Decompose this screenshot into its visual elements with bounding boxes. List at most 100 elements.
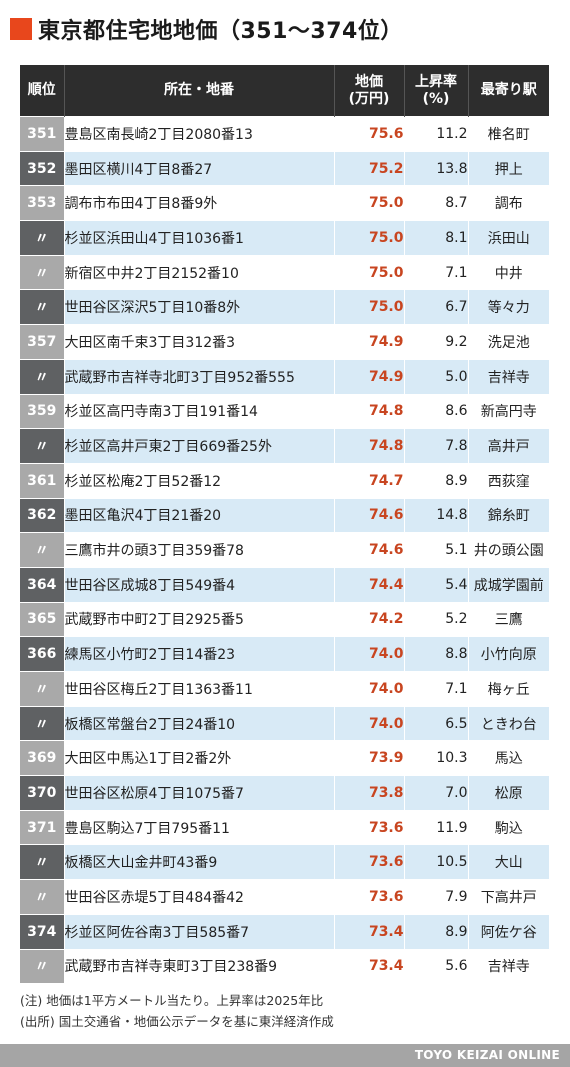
address-cell: 墨田区亀沢4丁目21番20	[63, 497, 334, 533]
rate-cell: 7.1	[403, 254, 468, 290]
header-rank: 順位	[20, 65, 64, 117]
header-rate-line1: 上昇率	[415, 73, 457, 90]
table-row: 351 豊島区南長崎2丁目2080番13 75.6 11.2 椎名町	[20, 116, 549, 152]
rank-cell: 〃	[20, 879, 64, 915]
price-cell: 74.6	[333, 497, 404, 533]
station-cell: 駒込	[467, 809, 549, 845]
price-cell: 73.6	[333, 879, 404, 915]
address-cell: 世田谷区深沢5丁目10番8外	[63, 289, 334, 325]
address-cell: 武蔵野市吉祥寺東町3丁目238番9	[63, 948, 334, 984]
price-cell: 73.6	[333, 844, 404, 880]
price-cell: 74.2	[333, 601, 404, 637]
rank-cell: 〃	[20, 220, 64, 256]
rank-cell: 〃	[20, 254, 64, 290]
rate-cell: 10.5	[403, 844, 468, 880]
station-cell: 椎名町	[467, 116, 549, 152]
address-cell: 世田谷区赤堤5丁目484番42	[63, 879, 334, 915]
header-station: 最寄り駅	[467, 65, 549, 117]
rate-cell: 5.2	[403, 601, 468, 637]
rank-cell: 365	[20, 601, 64, 637]
address-cell: 三鷹市井の頭3丁目359番78	[63, 532, 334, 568]
header-price: 地価 (万円)	[333, 65, 404, 117]
rate-cell: 7.9	[403, 879, 468, 915]
rate-cell: 14.8	[403, 497, 468, 533]
station-cell: 下高井戸	[467, 879, 549, 915]
station-cell: 洗足池	[467, 324, 549, 360]
address-cell: 墨田区横川4丁目8番27	[63, 150, 334, 186]
table-row: 365 武蔵野市中町2丁目2925番5 74.2 5.2 三鷹	[20, 601, 549, 637]
rate-cell: 11.2	[403, 116, 468, 152]
rank-cell: 〃	[20, 705, 64, 741]
address-cell: 杉並区高井戸東2丁目669番25外	[63, 428, 334, 464]
footer-brand: TOYO KEIZAI ONLINE	[414, 1048, 560, 1062]
notes: (注) 地価は1平方メートル当たり。上昇率は2025年比 (出所) 国土交通省・…	[20, 990, 334, 1032]
rank-cell: 〃	[20, 671, 64, 707]
rate-cell: 5.1	[403, 532, 468, 568]
price-cell: 74.0	[333, 705, 404, 741]
header-price-line1: 地価	[355, 73, 383, 90]
table-header-row: 順位 所在・地番 地価 (万円) 上昇率 (%) 最寄り駅	[20, 65, 549, 117]
address-cell: 大田区中馬込1丁目2番2外	[63, 740, 334, 776]
address-cell: 豊島区駒込7丁目795番11	[63, 809, 334, 845]
rank-cell: 364	[20, 566, 64, 603]
station-cell: 中井	[467, 254, 549, 290]
price-cell: 73.4	[333, 913, 404, 949]
station-cell: 押上	[467, 150, 549, 186]
land-price-table: 順位 所在・地番 地価 (万円) 上昇率 (%) 最寄り駅 351 豊島区南長崎2…	[20, 65, 549, 984]
rate-cell: 8.9	[403, 913, 468, 949]
address-cell: 世田谷区梅丘2丁目1363番11	[63, 671, 334, 707]
price-cell: 74.9	[333, 324, 404, 360]
table-row: 〃新宿区中井2丁目2152番10 75.0 7.1 中井	[20, 254, 549, 290]
rate-cell: 10.3	[403, 740, 468, 776]
table-row: 〃杉並区高井戸東2丁目669番25外 74.8 7.8 高井戸	[20, 428, 549, 464]
rank-cell: 370	[20, 775, 64, 811]
price-cell: 74.8	[333, 393, 404, 429]
station-cell: 高井戸	[467, 428, 549, 464]
table-row: 〃武蔵野市吉祥寺東町3丁目238番9 73.4 5.6 吉祥寺	[20, 948, 549, 984]
table-row: 〃世田谷区梅丘2丁目1363番11 74.0 7.1 梅ヶ丘	[20, 671, 549, 707]
rank-cell: 353	[20, 185, 64, 221]
address-cell: 世田谷区成城8丁目549番4	[63, 566, 334, 603]
source-line: (出所) 国土交通省・地価公示データを基に東洋経済作成	[20, 1014, 334, 1029]
address-cell: 杉並区高円寺南3丁目191番14	[63, 393, 334, 429]
rate-cell: 13.8	[403, 150, 468, 186]
station-cell: 成城学園前	[467, 566, 549, 603]
rank-cell: 359	[20, 393, 64, 429]
table-row: 〃杉並区浜田山4丁目1036番1 75.0 8.1 浜田山	[20, 220, 549, 256]
rank-cell: 366	[20, 636, 64, 672]
station-cell: 等々力	[467, 289, 549, 325]
rank-cell: 362	[20, 497, 64, 533]
rate-cell: 7.8	[403, 428, 468, 464]
station-cell: 吉祥寺	[467, 358, 549, 394]
rank-cell: 〃	[20, 844, 64, 880]
table-row: 369 大田区中馬込1丁目2番2外 73.9 10.3 馬込	[20, 740, 549, 776]
table-row: 〃三鷹市井の頭3丁目359番78 74.6 5.1 井の頭公園	[20, 532, 549, 568]
rank-cell: 〃	[20, 428, 64, 464]
table-row: 357 大田区南千束3丁目312番3 74.9 9.2 洗足池	[20, 324, 549, 360]
station-cell: 三鷹	[467, 601, 549, 637]
page-title: 東京都住宅地地価（351〜374位）	[38, 19, 403, 44]
table-row: 〃世田谷区赤堤5丁目484番42 73.6 7.9 下高井戸	[20, 879, 549, 915]
rank-cell: 351	[20, 116, 64, 152]
header-rate: 上昇率 (%)	[403, 65, 468, 117]
price-cell: 74.4	[333, 566, 404, 603]
address-cell: 調布市布田4丁目8番9外	[63, 185, 334, 221]
rate-cell: 8.8	[403, 636, 468, 672]
rate-cell: 5.0	[403, 358, 468, 394]
rate-cell: 9.2	[403, 324, 468, 360]
rank-cell: 357	[20, 324, 64, 360]
address-cell: 杉並区浜田山4丁目1036番1	[63, 220, 334, 256]
price-cell: 74.8	[333, 428, 404, 464]
address-cell: 板橋区大山金井町43番9	[63, 844, 334, 880]
station-cell: 錦糸町	[467, 497, 549, 533]
price-cell: 75.0	[333, 220, 404, 256]
header-price-line2: (万円)	[348, 90, 390, 107]
station-cell: 大山	[467, 844, 549, 880]
address-cell: 武蔵野市吉祥寺北町3丁目952番555	[63, 358, 334, 394]
rate-cell: 11.9	[403, 809, 468, 845]
table-row: 366 練馬区小竹町2丁目14番23 74.0 8.8 小竹向原	[20, 636, 549, 672]
table-row: 364 世田谷区成城8丁目549番4 74.4 5.4 成城学園前	[20, 566, 549, 603]
station-cell: 井の頭公園	[467, 532, 549, 568]
station-cell: 新高円寺	[467, 393, 549, 429]
price-cell: 73.4	[333, 948, 404, 984]
